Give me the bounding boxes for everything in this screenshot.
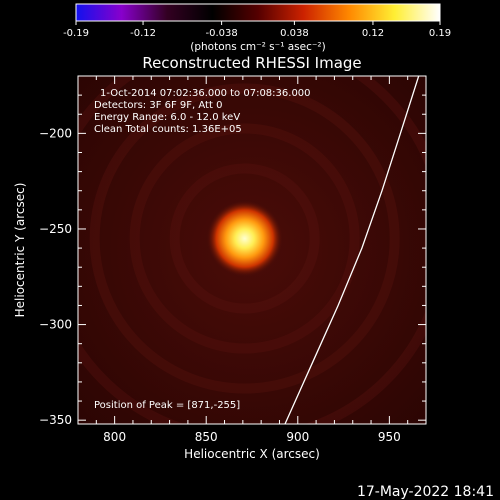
annotation-block: 1-Oct-2014 07:02:36.000 to 07:08:36.000D… [94,88,311,135]
plot-frame [77,75,427,425]
y-tick-label: −300 [39,318,72,332]
x-tick-label: 950 [378,430,401,444]
colorbar-tick-label: 0.038 [280,28,309,39]
x-tick-label: 800 [103,430,126,444]
background-ripples [78,76,426,424]
annotation-line: Energy Range: 6.0 - 12.0 keV [94,112,240,123]
image-area [78,76,426,424]
colorbar-tick-label: -0.19 [63,28,89,39]
y-tick-label: −350 [39,413,72,427]
colorbar-tick-label: -0.12 [130,28,156,39]
solar-limb [284,76,420,424]
annotation-line: Clean Total counts: 1.36E+05 [94,124,242,135]
background-ripple [129,123,360,354]
background-ripple [89,83,400,394]
y-tick-label: −250 [39,222,72,236]
y-axis: −200 −250 −300 −350 [39,94,426,427]
footer-date: 17-May-2022 18:41 [357,484,494,500]
background-ripple [169,163,320,314]
colorbar-tick-label: 0.12 [362,28,384,39]
colorbar [75,3,441,22]
colorbar-tick-label: 0.19 [429,28,451,39]
y-axis-label: Heliocentric Y (arcsec) [13,183,27,318]
peak-position-label: Position of Peak = [871,-255] [94,400,240,411]
x-tick-label: 850 [195,430,218,444]
colorbar-tick-label: -0.038 [205,28,237,39]
colorbar-axis: -0.19 -0.12 -0.038 0.038 0.12 0.19 [63,21,451,39]
x-tick-label: 900 [286,430,309,444]
colorbar-unit-label: (photons cm⁻² s⁻¹ asec⁻²) [190,41,325,53]
flare-source [206,200,283,277]
plot-title: Reconstructed RHESSI Image [142,54,361,72]
x-axis: 800 850 900 950 [95,76,409,444]
annotation-line: 1-Oct-2014 07:02:36.000 to 07:08:36.000 [100,88,311,99]
annotation-line: Detectors: 3F 6F 9F, Att 0 [94,100,222,111]
y-tick-label: −200 [39,126,72,140]
x-axis-label: Heliocentric X (arcsec) [184,447,320,461]
